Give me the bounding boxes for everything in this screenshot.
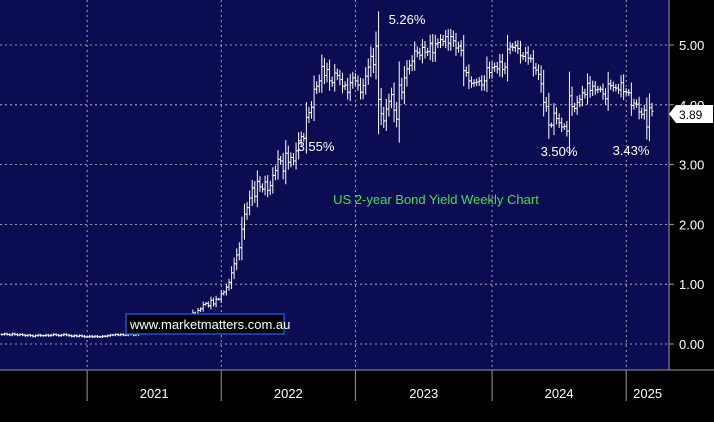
annotation-low-2025: 3.43%: [613, 143, 650, 158]
annotation-low-2023: 3.55%: [298, 139, 335, 154]
y-tick-label: 5.00: [679, 38, 704, 53]
y-tick-label: 0.00: [679, 337, 704, 352]
annotation-low-2024: 3.50%: [541, 144, 578, 159]
price-bar: [650, 102, 654, 117]
y-tick-label: 3.00: [679, 158, 704, 173]
x-tick-labels: 2021 2022 2023 2024 2025: [86, 370, 662, 401]
watermark-text: www.marketmatters.com.au: [129, 317, 290, 332]
y-tick-label: 2.00: [679, 217, 704, 232]
watermark-box: www.marketmatters.com.au: [125, 313, 290, 335]
last-price-label: 3.89: [679, 108, 703, 122]
grid-lines: [0, 0, 669, 370]
price-axis: [669, 0, 714, 370]
x-tick-label: 2025: [633, 386, 662, 401]
x-tick-label: 2022: [274, 386, 303, 401]
x-tick-label: 2024: [545, 386, 574, 401]
last-price-marker: 3.89: [669, 105, 713, 123]
time-axis: [0, 370, 714, 401]
y-tick-label: 1.00: [679, 277, 704, 292]
plot-area: [0, 0, 669, 370]
x-tick-label: 2023: [409, 386, 438, 401]
x-tick-label: 2021: [140, 386, 169, 401]
chart-title: US 2-year Bond Yield Weekly Chart: [333, 192, 539, 207]
annotation-peak: 5.26%: [389, 12, 426, 27]
